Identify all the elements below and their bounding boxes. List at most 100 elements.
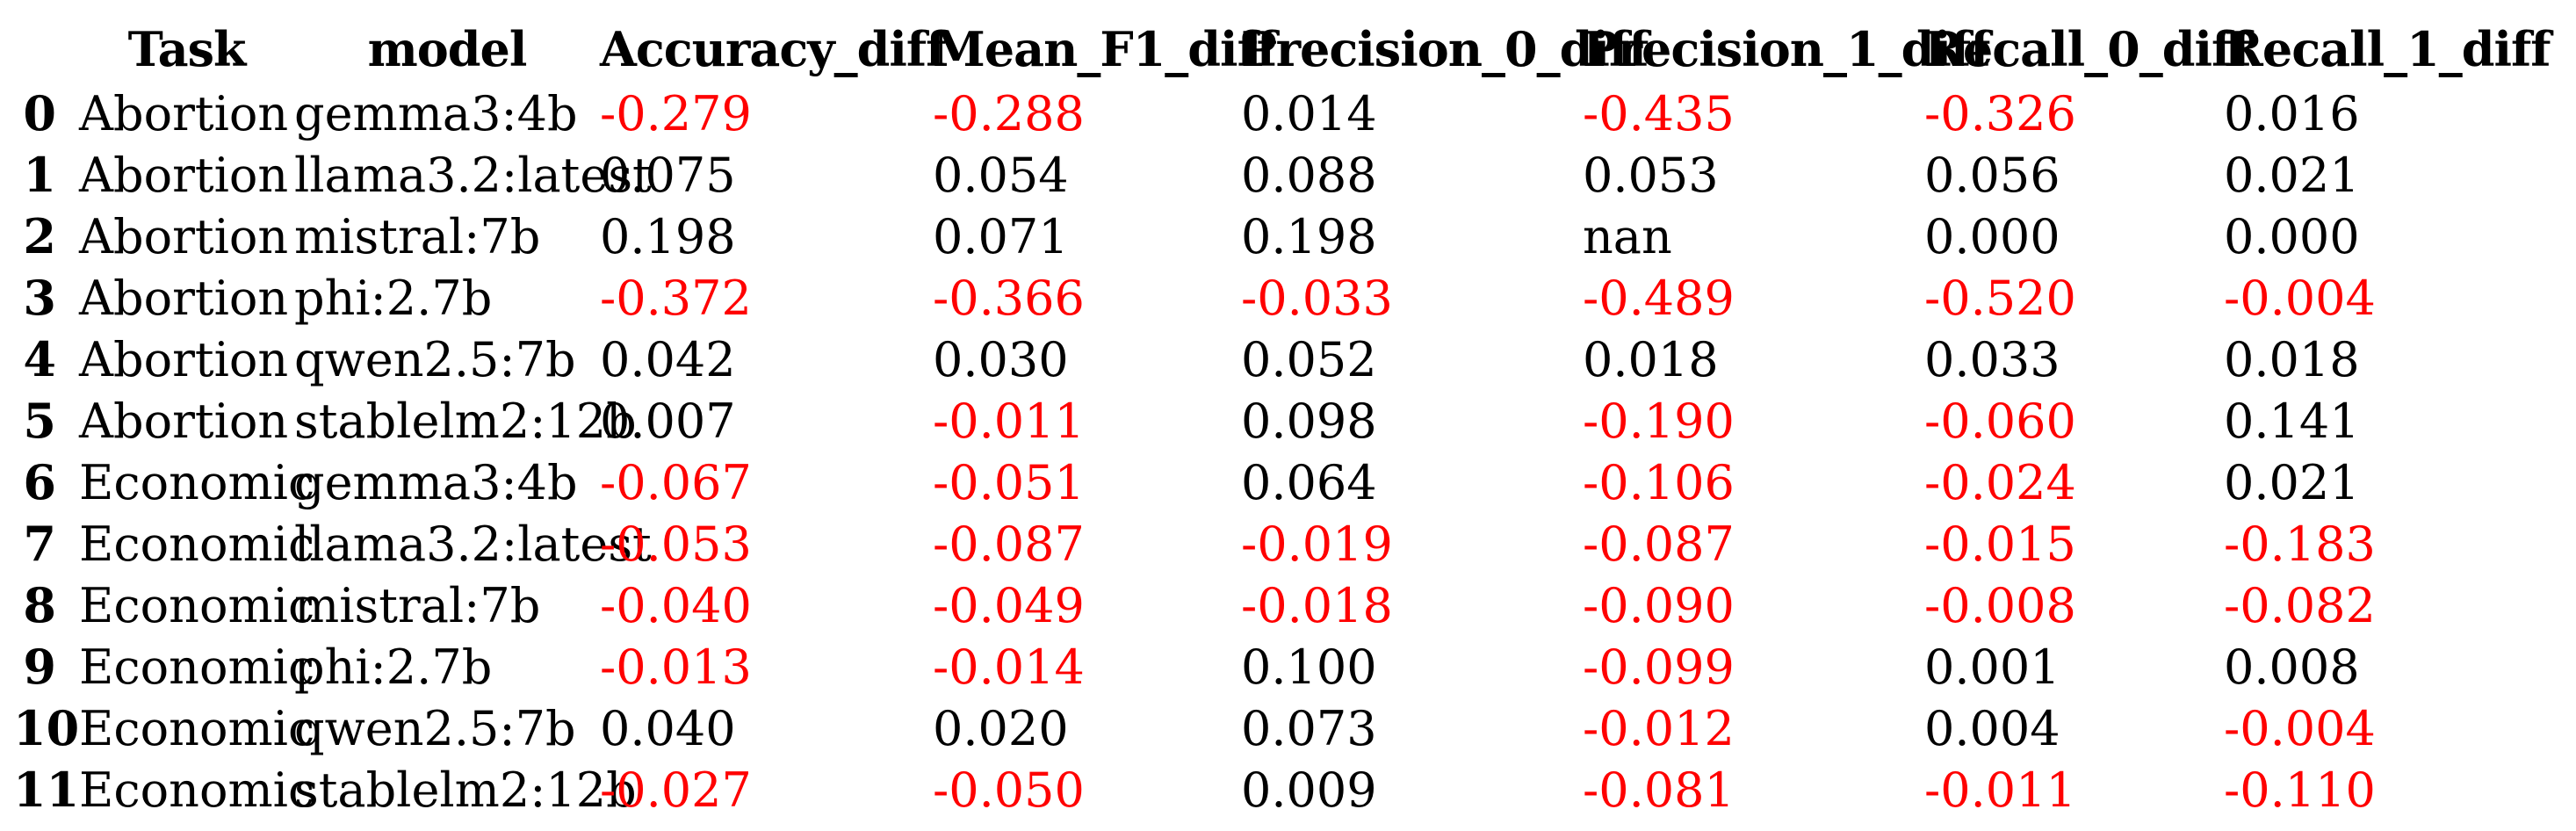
column-header-recall_1_diff: Recall_1_diff: [2224, 21, 2551, 77]
row-index: 11: [13, 762, 80, 818]
table-cell-recall_1_diff: 0.021: [2224, 454, 2360, 510]
table-cell-recall_0_diff: 0.033: [1924, 331, 2060, 387]
table-row: 5 Abortion stablelm2:12b 0.007 -0.011 0.098 -0…: [13, 390, 2516, 452]
row-index: 9: [23, 639, 56, 695]
table-cell-model: llama3.2:latest: [294, 516, 652, 572]
table-cell-task: Abortion: [79, 393, 289, 449]
table-cell-task: Abortion: [79, 147, 289, 203]
table-cell-model: mistral:7b: [294, 208, 541, 264]
table-cell-accuracy_diff: -0.053: [600, 516, 752, 572]
header-row: Task model Accuracy_diff Mean_F1_diff Precis…: [13, 16, 2551, 83]
table-cell-model: stablelm2:12b: [294, 393, 637, 449]
table-cell-mean_f1_diff: 0.020: [933, 700, 1069, 756]
table-cell-model: phi:2.7b: [294, 270, 493, 326]
table-cell-model: qwen2.5:7b: [294, 700, 576, 756]
row-index: 5: [23, 393, 56, 449]
table-cell-task: Economic: [79, 762, 315, 818]
table-cell-recall_0_diff: -0.060: [1924, 393, 2076, 449]
table-cell-precision_0_diff: 0.064: [1241, 454, 1377, 510]
table-cell-recall_1_diff: -0.183: [2224, 516, 2376, 572]
table-row: 1 Abortion llama3.2:latest 0.075 0.054 0.088 0…: [13, 144, 2516, 206]
column-header-accuracy_diff: Accuracy_diff: [600, 21, 946, 77]
table-cell-accuracy_diff: -0.040: [600, 577, 752, 633]
table-cell-precision_1_diff: -0.087: [1583, 516, 1735, 572]
column-header-precision_0_diff: Precision_0_diff: [1241, 21, 1649, 77]
table-cell-precision_0_diff: 0.100: [1241, 639, 1377, 695]
table-cell-task: Economic: [79, 516, 315, 572]
table-row: 7 Economic llama3.2:latest -0.053 -0.087 -0.0…: [13, 513, 2516, 574]
table-cell-accuracy_diff: 0.198: [600, 208, 736, 264]
table-cell-task: Economic: [79, 700, 315, 756]
column-header-recall_0_diff: Recall_0_diff: [1924, 21, 2251, 77]
table-cell-recall_0_diff: -0.326: [1924, 85, 2076, 141]
table-cell-task: Abortion: [79, 331, 289, 387]
table-cell-recall_1_diff: 0.008: [2224, 639, 2360, 695]
table-cell-precision_1_diff: nan: [1583, 208, 1672, 264]
column-header-model: model: [367, 21, 528, 77]
table-cell-precision_0_diff: 0.073: [1241, 700, 1377, 756]
table-cell-mean_f1_diff: -0.288: [933, 85, 1085, 141]
table-row: 4 Abortion qwen2.5:7b 0.042 0.030 0.052 0.018 0…: [13, 329, 2516, 390]
table-row: 2 Abortion mistral:7b 0.198 0.071 0.198 nan 0.0…: [13, 206, 2516, 267]
table-cell-task: Economic: [79, 577, 315, 633]
table-cell-precision_0_diff: -0.018: [1241, 577, 1393, 633]
row-index: 2: [23, 208, 56, 264]
table-row: 3 Abortion phi:2.7b -0.372 -0.366 -0.033 -0.48…: [13, 267, 2516, 329]
table-cell-precision_0_diff: -0.033: [1241, 270, 1393, 326]
table-cell-mean_f1_diff: -0.049: [933, 577, 1085, 633]
table-cell-model: stablelm2:12b: [294, 762, 637, 818]
table-cell-accuracy_diff: -0.372: [600, 270, 752, 326]
table-cell-task: Economic: [79, 454, 315, 510]
table-cell-accuracy_diff: -0.279: [600, 85, 752, 141]
table-cell-model: qwen2.5:7b: [294, 331, 576, 387]
table-cell-accuracy_diff: 0.042: [600, 331, 736, 387]
table-cell-recall_1_diff: 0.016: [2224, 85, 2360, 141]
table-cell-recall_0_diff: 0.000: [1924, 208, 2060, 264]
table-row: 8 Economic mistral:7b -0.040 -0.049 -0.018 -0.…: [13, 574, 2516, 636]
table-cell-precision_0_diff: 0.052: [1241, 331, 1377, 387]
table-cell-recall_0_diff: 0.056: [1924, 147, 2060, 203]
table-cell-precision_1_diff: -0.090: [1583, 577, 1735, 633]
table-cell-model: gemma3:4b: [294, 85, 578, 141]
table-cell-mean_f1_diff: -0.051: [933, 454, 1085, 510]
table-cell-precision_1_diff: -0.190: [1583, 393, 1735, 449]
row-index: 3: [23, 270, 56, 326]
table-cell-model: mistral:7b: [294, 577, 541, 633]
table-cell-accuracy_diff: 0.075: [600, 147, 736, 203]
table-row: 6 Economic gemma3:4b -0.067 -0.051 0.064 -0.10…: [13, 452, 2516, 513]
table-cell-mean_f1_diff: -0.366: [933, 270, 1085, 326]
table-cell-model: gemma3:4b: [294, 454, 578, 510]
column-header-task: Task: [127, 21, 247, 77]
row-index: 6: [23, 454, 56, 510]
table-cell-precision_1_diff: -0.012: [1583, 700, 1735, 756]
column-header-mean_f1_diff: Mean_F1_diff: [933, 21, 1277, 77]
table-cell-accuracy_diff: 0.007: [600, 393, 736, 449]
table-cell-recall_0_diff: 0.004: [1924, 700, 2060, 756]
table-cell-precision_1_diff: 0.053: [1583, 147, 1719, 203]
table-cell-precision_0_diff: -0.019: [1241, 516, 1393, 572]
table-cell-precision_1_diff: 0.018: [1583, 331, 1719, 387]
index-column-header: [13, 16, 79, 83]
table-cell-precision_1_diff: -0.106: [1583, 454, 1735, 510]
row-index: 4: [23, 331, 56, 387]
table-cell-mean_f1_diff: 0.030: [933, 331, 1069, 387]
table-cell-recall_0_diff: -0.011: [1924, 762, 2076, 818]
table-cell-mean_f1_diff: 0.071: [933, 208, 1069, 264]
table-cell-mean_f1_diff: 0.054: [933, 147, 1069, 203]
table-row: 0 Abortion gemma3:4b -0.279 -0.288 0.014 -0.43…: [13, 83, 2516, 144]
table-row: 10 Economic qwen2.5:7b 0.040 0.020 0.073 -0.01…: [13, 697, 2516, 759]
table-cell-precision_1_diff: -0.489: [1583, 270, 1735, 326]
row-index: 7: [23, 516, 56, 572]
table-cell-recall_1_diff: -0.004: [2224, 700, 2376, 756]
table-cell-accuracy_diff: -0.027: [600, 762, 752, 818]
table-cell-precision_0_diff: 0.014: [1241, 85, 1377, 141]
column-header-precision_1_diff: Precision_1_diff: [1583, 21, 1990, 77]
table-cell-recall_1_diff: 0.021: [2224, 147, 2360, 203]
table-cell-precision_1_diff: -0.435: [1583, 85, 1735, 141]
table-cell-mean_f1_diff: -0.014: [933, 639, 1085, 695]
table-row: 9 Economic phi:2.7b -0.013 -0.014 0.100 -0.099…: [13, 636, 2516, 697]
table-cell-precision_0_diff: 0.088: [1241, 147, 1377, 203]
table-cell-task: Abortion: [79, 85, 289, 141]
table-cell-task: Economic: [79, 639, 315, 695]
